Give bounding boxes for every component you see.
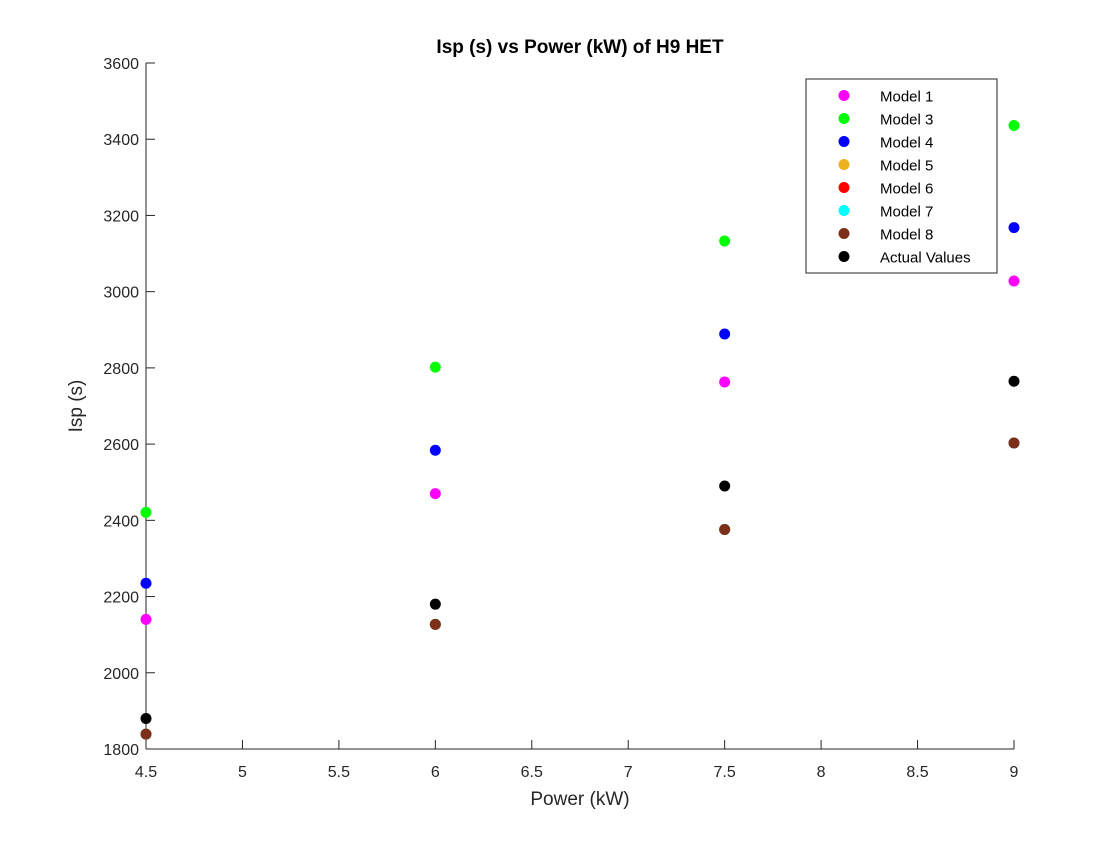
series-model-3: [140, 120, 1020, 518]
y-tick-label: 2200: [103, 590, 139, 607]
x-tick-label: 7: [624, 764, 633, 781]
data-point: [140, 506, 152, 518]
legend-marker: [838, 159, 850, 170]
x-tick-label: 4.5: [135, 764, 157, 781]
data-point: [719, 480, 731, 492]
chart-title: Isp (s) vs Power (kW) of H9 HET: [436, 37, 724, 58]
legend-label: Model 5: [880, 158, 933, 175]
legend-marker: [838, 136, 850, 147]
x-tick-label: 9: [1010, 764, 1019, 781]
legend-label: Model 1: [880, 89, 933, 106]
legend-marker: [838, 182, 850, 193]
data-point: [140, 713, 152, 725]
series-model-5: [140, 437, 1020, 740]
data-point: [429, 598, 441, 610]
data-point: [429, 618, 441, 630]
legend-label: Actual Values: [880, 250, 971, 267]
data-point: [719, 376, 731, 388]
y-tick-label: 3600: [103, 56, 139, 73]
data-point: [1008, 437, 1020, 449]
data-point: [719, 328, 731, 340]
x-tick-label: 5: [238, 764, 247, 781]
data-point: [719, 235, 731, 247]
data-point: [140, 728, 152, 740]
legend-marker: [838, 228, 850, 239]
legend-label: Model 8: [880, 227, 933, 244]
y-tick-label: 2000: [103, 666, 139, 683]
series-model-4: [140, 222, 1020, 589]
y-tick-label: 2800: [103, 361, 139, 378]
series-actual-values: [140, 375, 1020, 725]
data-point: [1008, 375, 1020, 387]
legend-label: Model 4: [880, 135, 933, 152]
x-tick-label: 5.5: [328, 764, 350, 781]
x-tick-label: 8: [817, 764, 826, 781]
x-tick-label: 8.5: [906, 764, 928, 781]
legend-marker: [838, 205, 850, 216]
y-tick-label: 2400: [103, 513, 139, 530]
x-tick-label: 6.5: [521, 764, 543, 781]
data-points: [140, 120, 1020, 740]
series-model-1: [140, 275, 1020, 625]
data-point: [1008, 275, 1020, 287]
data-point: [140, 577, 152, 589]
y-tick-label: 3200: [103, 208, 139, 225]
data-point: [1008, 222, 1020, 234]
data-point: [429, 361, 441, 373]
data-point: [1008, 120, 1020, 132]
y-tick-label: 2600: [103, 437, 139, 454]
y-axis-label: Isp (s): [66, 380, 87, 433]
legend-marker: [838, 251, 850, 262]
data-point: [140, 613, 152, 625]
legend-marker: [838, 113, 850, 124]
legend: Model 1 Model 3 Model 4 Model 5 Model 6 Model…: [805, 78, 998, 274]
y-tick-label: 3400: [103, 132, 139, 149]
legend-label: Model 3: [880, 112, 933, 129]
legend-label: Model 7: [880, 204, 933, 221]
x-axis-label: Power (kW): [530, 789, 629, 810]
legend-label: Model 6: [880, 181, 933, 198]
data-point: [719, 523, 731, 535]
data-point: [429, 444, 441, 456]
y-tick-label: 3000: [103, 285, 139, 302]
series-model-6: [140, 437, 1020, 740]
legend-box: [805, 78, 998, 274]
x-tick-label: 7.5: [714, 764, 736, 781]
data-point: [429, 488, 441, 500]
series-model-7: [140, 437, 1020, 740]
series-model-8: [140, 437, 1020, 740]
x-tick-label: 6: [431, 764, 440, 781]
legend-marker: [838, 90, 850, 101]
y-tick-label: 1800: [103, 742, 139, 759]
axes: 4.5 5 5.5 6 6.5 7 7.5 8 8.5 9 1800 2000 2200 2400 2600…: [103, 56, 1018, 781]
